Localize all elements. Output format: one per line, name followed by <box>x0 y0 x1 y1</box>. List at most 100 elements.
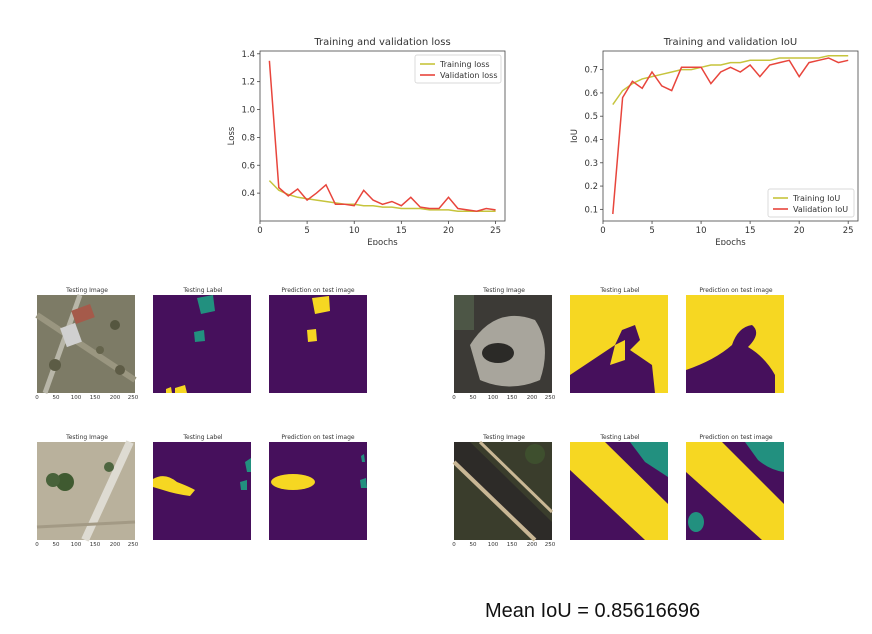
y-tick-label: 0.8 <box>241 133 255 143</box>
x-tick-label: 20 <box>794 226 805 236</box>
svg-text:50: 50 <box>470 395 477 400</box>
x-tick-label: 0 <box>257 226 262 236</box>
legend-label: Training loss <box>439 60 490 69</box>
svg-text:100: 100 <box>71 395 82 400</box>
testing-image <box>454 295 552 393</box>
x-tick-label: 25 <box>490 226 501 236</box>
legend-label: Training IoU <box>792 194 840 203</box>
svg-text:50: 50 <box>53 542 60 547</box>
svg-text:250: 250 <box>128 542 139 547</box>
y-tick-label: 0.4 <box>241 189 255 199</box>
legend-label: Validation IoU <box>793 205 848 214</box>
series-line-training-loss <box>268 180 496 212</box>
svg-text:150: 150 <box>90 395 101 400</box>
svg-text:150: 150 <box>507 395 518 400</box>
seg-group-bottom-left: Testing Image Testing Label Prediction o… <box>35 434 367 547</box>
testing-label <box>570 295 668 393</box>
x-tick-label: 0 <box>600 226 605 236</box>
y-tick-label: 0.6 <box>584 89 598 99</box>
prediction-image <box>269 295 367 393</box>
legend-label: Validation loss <box>440 71 498 80</box>
panel-title: Testing Label <box>182 434 223 441</box>
svg-text:200: 200 <box>527 542 538 547</box>
svg-text:250: 250 <box>545 542 556 547</box>
x-axis-label: Epochs <box>715 238 746 245</box>
y-tick-label: 0.7 <box>584 66 598 76</box>
series-line-validation-iou <box>612 57 849 215</box>
y-tick-label: 0.4 <box>584 135 598 145</box>
prediction-image <box>686 442 784 540</box>
testing-label <box>570 442 668 540</box>
legend-box <box>414 54 502 84</box>
panel-title: Testing Label <box>599 434 640 441</box>
svg-text:0: 0 <box>452 542 456 547</box>
testing-label <box>153 295 251 393</box>
x-tick-label: 20 <box>443 226 454 236</box>
y-tick-label: 1.0 <box>241 106 255 116</box>
testing-image <box>36 440 136 542</box>
x-tick-label: 10 <box>696 226 707 236</box>
seg-group-top-left: Testing Image Testing Label Prediction o… <box>35 287 367 400</box>
panel-title: Testing Label <box>599 287 640 294</box>
testing-label <box>153 442 251 540</box>
svg-text:0: 0 <box>35 542 39 547</box>
svg-text:150: 150 <box>90 542 101 547</box>
panel-title: Testing Image <box>65 434 108 441</box>
x-tick-label: 5 <box>304 226 309 236</box>
panel-title: Testing Image <box>482 287 525 294</box>
svg-text:100: 100 <box>71 542 82 547</box>
y-tick-label: 1.4 <box>241 50 255 60</box>
prediction-image <box>269 442 367 540</box>
series-line-training-iou <box>612 54 849 106</box>
svg-text:250: 250 <box>545 395 556 400</box>
svg-text:100: 100 <box>488 395 499 400</box>
y-axis-label: IoU <box>570 129 580 143</box>
svg-text:0: 0 <box>452 395 456 400</box>
axis-ticks: 0 50 100 150 200 250 <box>452 395 555 400</box>
panel-title: Prediction on test image <box>281 287 355 294</box>
svg-text:50: 50 <box>470 542 477 547</box>
seg-group-top-right: Testing Image Testing Label Prediction o… <box>452 287 784 400</box>
svg-text:150: 150 <box>507 542 518 547</box>
x-tick-label: 5 <box>649 226 654 236</box>
chart-title: Training and validation loss <box>313 37 450 48</box>
x-tick-label: 15 <box>745 226 756 236</box>
iou-chart: Training and validation IoU 0 5 10 15 20 25 0.1… <box>570 37 859 245</box>
prediction-image <box>686 295 784 393</box>
mean-iou-result: Mean IoU = 0.85616696 <box>485 600 701 622</box>
svg-text:100: 100 <box>488 542 499 547</box>
legend-box <box>767 188 855 218</box>
svg-text:200: 200 <box>110 395 121 400</box>
series-line-validation-loss <box>268 60 496 212</box>
panel-title: Prediction on test image <box>281 434 355 441</box>
plot-frame <box>259 50 506 222</box>
y-tick-label: 0.3 <box>584 159 598 169</box>
panel-title: Testing Label <box>182 287 223 294</box>
y-tick-label: 0.2 <box>584 182 598 192</box>
y-axis-label: Loss <box>227 126 237 145</box>
seg-group-bottom-right: Testing Image Testing Label Prediction o… <box>452 434 784 547</box>
y-tick-label: 0.5 <box>584 112 598 122</box>
x-tick-label: 25 <box>843 226 854 236</box>
axis-ticks: 0 50 100 150 200 250 <box>35 395 138 400</box>
svg-text:250: 250 <box>128 395 139 400</box>
panel-title: Prediction on test image <box>699 434 773 441</box>
x-axis-label: Epochs <box>367 238 398 245</box>
panel-title: Testing Image <box>482 434 525 441</box>
svg-text:50: 50 <box>53 395 60 400</box>
axis-ticks: 0 50 100 150 200 250 <box>452 542 555 547</box>
plot-frame <box>602 50 859 222</box>
svg-text:200: 200 <box>110 542 121 547</box>
svg-text:0: 0 <box>35 395 39 400</box>
panel-title: Testing Image <box>65 287 108 294</box>
loss-chart: Training and validation loss 0 5 10 15 20 25 0.… <box>227 37 506 245</box>
x-tick-label: 10 <box>349 226 360 236</box>
testing-image <box>452 440 554 542</box>
chart-title: Training and validation IoU <box>663 37 797 48</box>
y-tick-label: 1.2 <box>241 78 255 88</box>
x-tick-label: 15 <box>396 226 407 236</box>
svg-text:200: 200 <box>527 395 538 400</box>
panel-title: Prediction on test image <box>699 287 773 294</box>
y-tick-label: 0.6 <box>241 161 255 171</box>
axis-ticks: 0 50 100 150 200 250 <box>35 542 138 547</box>
